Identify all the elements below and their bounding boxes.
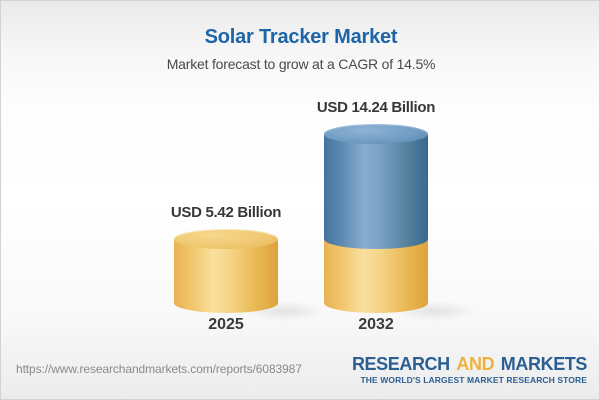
logo-wordmark: RESEARCH AND MARKETS [352, 354, 587, 374]
category-label-2025: 2025 [208, 316, 244, 333]
logo-word-markets: MARKETS [500, 354, 588, 374]
cylinder-2025-body [174, 239, 278, 313]
cylinder-2032-base-segment [324, 239, 428, 313]
logo-word-research: RESEARCH [351, 354, 450, 374]
chart-subtitle: Market forecast to grow at a CAGR of 14.… [166, 56, 436, 72]
report-url: https://www.researchandmarkets.com/repor… [16, 362, 302, 376]
cylinder-2032-top-ellipse [324, 124, 428, 144]
cylinder-2032-growth-segment [324, 134, 428, 249]
cylinder-2025-top-ellipse [174, 229, 278, 249]
value-label-2025: USD 5.42 Billion [170, 204, 282, 221]
logo-word-and: AND [456, 354, 495, 374]
category-label-2032: 2032 [358, 316, 394, 333]
research-and-markets-logo: RESEARCH AND MARKETS THE WORLD'S LARGEST… [352, 354, 587, 385]
logo-tagline: THE WORLD'S LARGEST MARKET RESEARCH STOR… [360, 375, 587, 385]
value-label-2032: USD 14.24 Billion [316, 99, 436, 116]
chart-title: Solar Tracker Market [204, 26, 398, 48]
